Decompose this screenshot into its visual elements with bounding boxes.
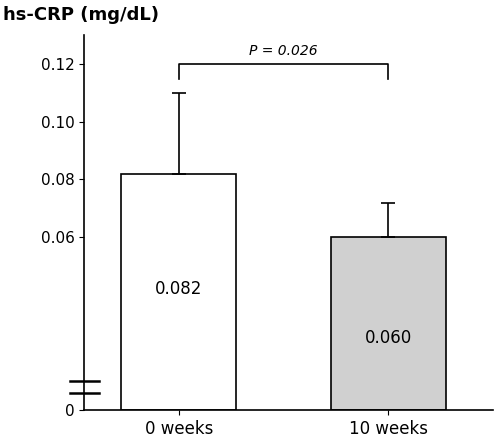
Text: 0.082: 0.082 <box>155 280 202 298</box>
Text: 0.060: 0.060 <box>364 329 412 347</box>
Text: hs-CRP (mg/dL): hs-CRP (mg/dL) <box>2 6 158 24</box>
Text: P = 0.026: P = 0.026 <box>249 44 318 58</box>
Bar <box>121 174 236 410</box>
Bar <box>330 237 446 410</box>
